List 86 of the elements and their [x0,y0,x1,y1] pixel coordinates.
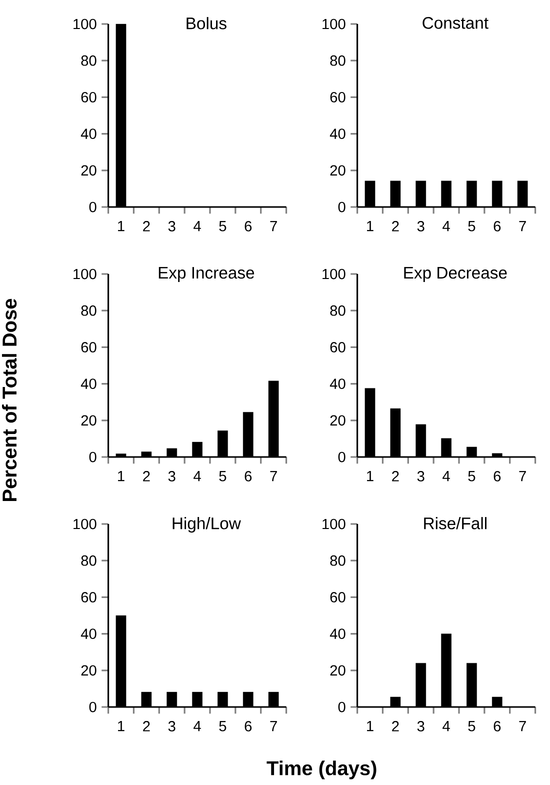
x-tick-label: 5 [468,471,476,482]
x-tick-label: 4 [442,221,450,232]
x-tick-label: 7 [270,221,277,232]
x-tick-label: 2 [143,221,150,232]
y-tick-label: 0 [338,452,346,462]
y-tick-label: 0 [89,452,96,462]
y-tick-label: 40 [330,128,346,139]
x-tick-label: 4 [194,471,201,482]
y-tick-label: 80 [330,55,346,66]
x-tick-label: 3 [417,221,424,232]
x-tick-label: 2 [143,721,150,732]
x-tick-label: 5 [468,721,476,732]
x-tick-label: 5 [219,221,226,232]
y-tick-label: 80 [330,305,346,316]
y-tick-label: 60 [330,342,346,352]
chart-title: Rise/Fall [424,517,486,530]
x-tick-label: 5 [219,721,226,732]
y-tick-label: 0 [89,702,96,712]
x-tick-label: 3 [168,721,176,732]
y-tick-label: 60 [330,592,346,602]
chart-title: High/Low [172,517,241,533]
x-tick-label: 6 [244,721,252,732]
x-tick-label: 3 [417,471,424,482]
x-tick-label: 7 [519,471,526,482]
x-tick-label: 2 [143,471,150,482]
x-tick-label: 2 [392,471,399,482]
x-tick-label: 4 [442,721,450,732]
x-tick-label: 1 [367,721,374,732]
y-tick-label: 20 [330,665,346,676]
y-tick-label: 60 [81,342,96,352]
y-tick-label: 0 [89,202,96,212]
x-tick-label: 1 [118,721,124,732]
y-tick-label: 0 [338,202,346,212]
y-tick-label: 20 [330,165,346,176]
x-tick-label: 2 [392,221,399,232]
x-tick-label: 1 [118,471,124,482]
chart-title: Constant [422,17,488,29]
x-tick-label: 6 [494,721,501,732]
y-tick-label: 40 [80,628,96,639]
y-tick-label: 100 [322,518,346,530]
chart-title: Exp Increase [158,267,254,282]
x-tick-label: 1 [367,221,374,232]
y-tick-label: 20 [81,665,96,676]
chart-title: Bolus [186,17,226,30]
y-tick-label: 80 [81,555,96,566]
x-tick-label: 4 [442,471,450,482]
x-axis-title: Time (days) [266,760,376,780]
x-tick-label: 3 [168,471,176,482]
x-tick-label: 7 [519,721,526,732]
y-tick-label: 60 [330,92,346,102]
y-tick-label: 20 [330,415,346,426]
x-tick-label: 2 [392,721,399,732]
x-tick-label: 7 [270,721,277,732]
x-tick-label: 6 [244,221,252,232]
y-tick-label: 80 [81,55,96,66]
x-tick-label: 4 [194,221,201,232]
y-tick-label: 0 [338,702,346,712]
x-tick-label: 4 [194,721,201,732]
y-tick-label: 40 [80,128,96,139]
y-tick-label: 40 [330,378,346,389]
y-tick-label: 100 [74,518,96,530]
x-tick-label: 1 [367,471,374,482]
y-tick-label: 40 [330,628,346,639]
x-tick-label: 3 [168,221,176,232]
y-axis-title: Percent of Total Dose [2,298,17,501]
y-tick-label: 100 [322,268,346,280]
y-tick-label: 80 [81,305,96,316]
x-tick-label: 6 [494,221,501,232]
y-tick-label: 60 [81,92,96,102]
x-tick-label: 5 [219,471,226,482]
x-tick-label: 7 [519,221,526,232]
chart-title: Exp Decrease [404,267,507,282]
y-tick-label: 20 [81,415,96,426]
x-tick-label: 6 [244,471,252,482]
y-tick-label: 60 [81,592,96,602]
y-tick-label: 80 [330,555,346,566]
x-tick-label: 1 [118,221,124,232]
x-tick-label: 5 [468,221,476,232]
y-tick-label: 20 [81,165,96,176]
y-tick-label: 100 [322,18,346,30]
y-tick-label: 100 [74,268,96,280]
y-tick-label: 40 [80,378,96,389]
x-tick-label: 7 [270,471,277,482]
x-tick-label: 3 [417,721,424,732]
y-tick-label: 100 [74,18,96,30]
x-tick-label: 6 [494,471,501,482]
